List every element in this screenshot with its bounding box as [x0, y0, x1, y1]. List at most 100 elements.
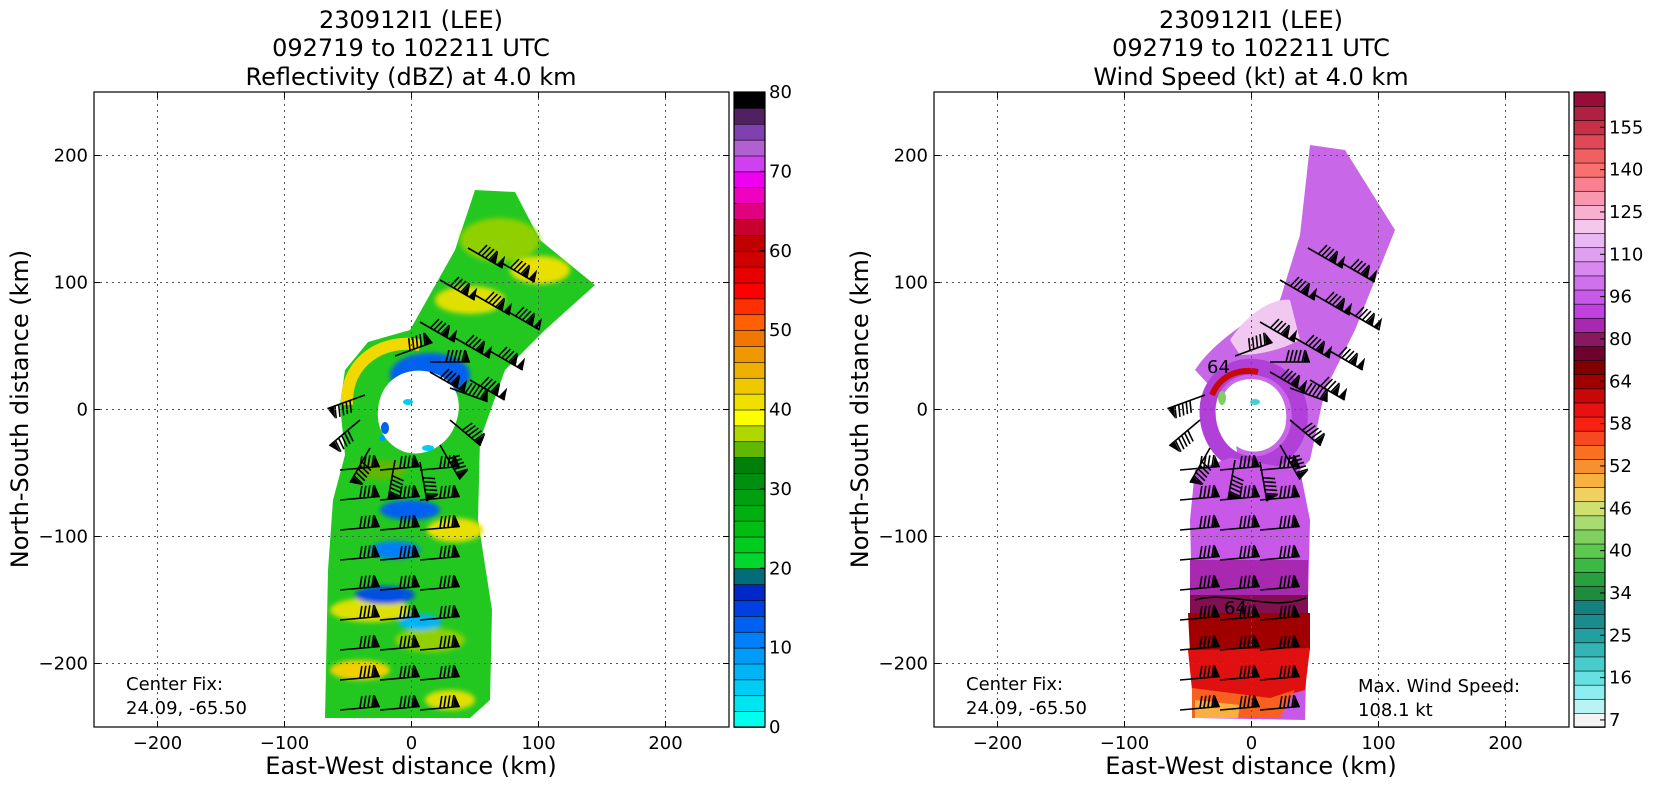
- wind-barb: [379, 634, 420, 651]
- colorbar-tick-label: 25: [1609, 625, 1632, 646]
- wind-barb: [1219, 514, 1260, 531]
- wind-barb: [419, 664, 460, 681]
- wind-barb: [1227, 459, 1244, 500]
- wind-eye: [1219, 379, 1287, 452]
- x-tick-label: 0: [1246, 733, 1257, 754]
- colorbar-swatch: [733, 552, 766, 570]
- wind-speed-field: 64 64: [1167, 145, 1395, 720]
- wind-barb: [1219, 694, 1260, 711]
- wind-barb: [328, 419, 361, 453]
- wind-eyewall: [1199, 358, 1308, 473]
- refl-patch: [330, 598, 410, 622]
- colorbar-swatch: [733, 298, 766, 316]
- wind-barb: [419, 574, 460, 591]
- colorbar-swatch: [733, 504, 766, 522]
- right-title-line-1: 230912I1 (LEE): [1159, 6, 1343, 34]
- colorbar-swatch: [733, 123, 766, 141]
- right-ylabel: North-South distance (km): [846, 250, 874, 569]
- wind-band: [1190, 595, 1308, 613]
- wind-patch: [1218, 391, 1226, 405]
- wind-barb: [1179, 664, 1220, 681]
- colorbar-swatch: [1573, 148, 1606, 164]
- wind-barb: [419, 604, 460, 621]
- colorbar-swatch: [733, 440, 766, 458]
- wind-barb: [379, 514, 420, 531]
- wind-barb: [1259, 454, 1300, 471]
- colorbar-swatch: [733, 377, 766, 395]
- wind-barb: [1344, 306, 1383, 331]
- wind-barb: [339, 634, 380, 651]
- colorbar-tick-label: 16: [1609, 668, 1632, 689]
- colorbar-tick-label: 46: [1609, 498, 1632, 519]
- wind-barb: [379, 484, 420, 501]
- refl-patch: [435, 286, 505, 314]
- colorbar-swatch: [733, 472, 766, 490]
- colorbar-swatch: [1573, 529, 1606, 545]
- wind-barb: [379, 574, 420, 591]
- wind-barb: [1259, 514, 1300, 531]
- wind-barb: [339, 544, 380, 561]
- colorbar-swatch: [1573, 190, 1606, 206]
- colorbar-swatch: [733, 202, 766, 220]
- wind-barb: [1179, 544, 1220, 561]
- colorbar-tick-label: 40: [769, 400, 792, 421]
- left-grid: [94, 92, 729, 727]
- right-title-line-2: 092719 to 102211 UTC: [1112, 34, 1390, 62]
- colorbar-swatch: [1573, 359, 1606, 376]
- wind-barb: [1327, 346, 1366, 371]
- wind-barb: [1179, 574, 1220, 591]
- wind-barbs-left: [327, 244, 543, 711]
- colorbar-swatch: [733, 282, 766, 300]
- colorbar-swatch: [733, 679, 766, 697]
- wind-barb: [1179, 514, 1220, 531]
- x-tick-label: 100: [521, 733, 555, 754]
- wind-barb: [339, 514, 380, 531]
- colorbar-swatch: [733, 631, 766, 649]
- wind-barb: [1219, 634, 1260, 651]
- refl-patch: [425, 690, 475, 710]
- colorbar-swatch: [1573, 261, 1606, 277]
- colorbar-swatch: [733, 583, 766, 601]
- colorbar-tick-label: 20: [769, 558, 792, 579]
- colorbar-swatch: [1573, 402, 1606, 418]
- colorbar-tick-label: 125: [1609, 202, 1643, 223]
- wind-contour-64: [1194, 596, 1307, 604]
- wind-barb: [1259, 318, 1298, 343]
- colorbar-swatch: [1573, 557, 1606, 573]
- right-xlabel: East-West distance (km): [1105, 752, 1396, 780]
- colorbar-swatch: [733, 107, 766, 125]
- wind-barb: [439, 444, 469, 481]
- refl-patch: [370, 541, 420, 559]
- wind-band: [1195, 700, 1240, 718]
- wind-barb: [474, 291, 513, 316]
- colorbar-swatch: [733, 647, 766, 665]
- max-wind-speed-value: 108.1 kt: [1358, 700, 1433, 721]
- colorbar-swatch: [733, 155, 766, 173]
- wind-barb: [419, 694, 460, 711]
- colorbar-swatch: [733, 91, 766, 109]
- wind-barb: [419, 461, 439, 502]
- wind-barb: [429, 368, 468, 393]
- right-grid: [934, 92, 1569, 727]
- colorbar-swatch: [733, 218, 766, 236]
- eye: [377, 370, 459, 454]
- y-tick-label: −100: [879, 527, 928, 548]
- reflectivity-panel: 230912I1 (LEE) 092719 to 102211 UTC Refl…: [6, 6, 792, 780]
- y-tick-label: 100: [894, 273, 928, 294]
- wind-barb: [1314, 291, 1353, 316]
- wind-barb: [1259, 484, 1300, 501]
- colorbar-tick-label: 52: [1609, 456, 1632, 477]
- wind-barb: [1279, 276, 1318, 301]
- wind-barb: [419, 484, 460, 501]
- colorbar-swatch: [1573, 684, 1606, 700]
- colorbar-tick-label: 110: [1609, 244, 1643, 265]
- left-center-fix-label: Center Fix:: [126, 674, 223, 695]
- wind-barb: [504, 306, 543, 331]
- wind-barb: [387, 459, 404, 500]
- wind-barbs-right: [1167, 244, 1383, 711]
- wind-barb: [339, 694, 380, 711]
- max-wind-speed-label: Max. Wind Speed:: [1358, 676, 1520, 697]
- colorbar-tick-label: 50: [769, 320, 792, 341]
- y-tick-label: −200: [879, 654, 928, 675]
- colorbar-swatch: [1573, 275, 1606, 291]
